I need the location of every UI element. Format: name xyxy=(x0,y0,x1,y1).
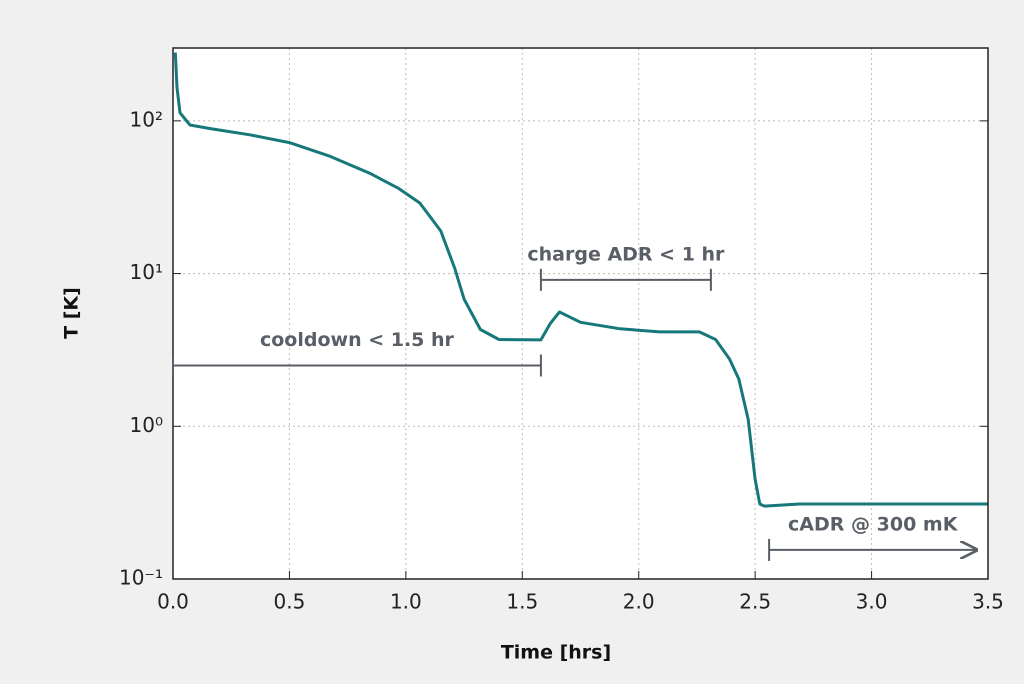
x-tick-label: 0.0 xyxy=(157,590,189,614)
x-axis-label: Time [hrs] xyxy=(501,642,611,664)
x-tick-label: 2.0 xyxy=(623,590,655,614)
data-line xyxy=(173,52,988,508)
annotation: cADR @ 300 mK xyxy=(788,513,959,535)
plot-area xyxy=(173,48,988,579)
x-tick-label: 1.5 xyxy=(506,590,538,614)
annotation: cooldown < 1.5 hr xyxy=(260,329,455,351)
plot-frame xyxy=(172,47,989,580)
y-tick-label: 10⁰ xyxy=(130,413,163,437)
y-axis-label: T [K] xyxy=(61,287,83,339)
annotation: charge ADR < 1 hr xyxy=(527,243,725,265)
y-tick-label: 10² xyxy=(130,107,163,131)
x-tick-label: 0.5 xyxy=(274,590,306,614)
y-tick-label: 10¹ xyxy=(130,260,163,284)
x-tick-label: 1.0 xyxy=(390,590,422,614)
x-tick-label: 3.0 xyxy=(856,590,888,614)
x-tick-label: 2.5 xyxy=(739,590,771,614)
x-tick-label: 3.5 xyxy=(972,590,1004,614)
y-tick-label: 10⁻¹ xyxy=(119,566,163,590)
